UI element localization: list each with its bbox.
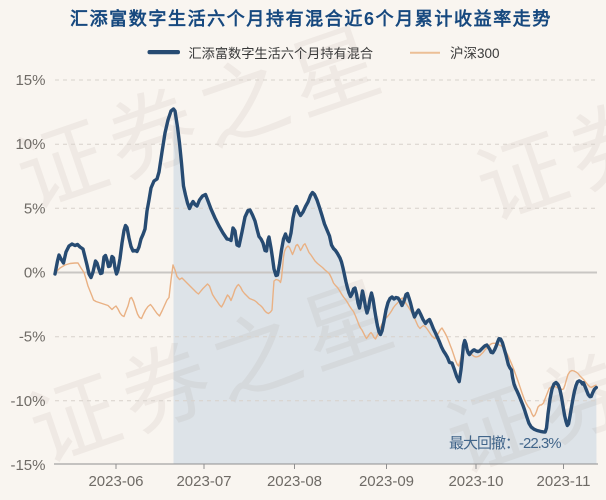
- svg-text:最大回撤：-22.3%: 最大回撤：-22.3%: [449, 435, 561, 452]
- svg-text:2023-10: 2023-10: [448, 473, 503, 490]
- svg-text:汇添富数字生活六个月持有混合: 汇添富数字生活六个月持有混合: [189, 45, 374, 61]
- svg-text:5%: 5%: [24, 200, 46, 217]
- svg-text:2023-08: 2023-08: [267, 473, 322, 490]
- svg-text:-5%: -5%: [19, 329, 46, 346]
- svg-text:汇添富数字生活六个月持有混合近6个月累计收益率走势: 汇添富数字生活六个月持有混合近6个月累计收益率走势: [70, 8, 552, 29]
- svg-text:-10%: -10%: [10, 393, 45, 410]
- svg-text:15%: 15%: [15, 72, 45, 89]
- svg-text:-15%: -15%: [10, 457, 45, 474]
- svg-text:沪深300: 沪深300: [450, 46, 500, 61]
- svg-text:0%: 0%: [24, 265, 46, 282]
- svg-text:2023-06: 2023-06: [88, 473, 143, 490]
- svg-text:2023-09: 2023-09: [359, 473, 414, 490]
- svg-text:2023-07: 2023-07: [176, 473, 231, 490]
- svg-text:10%: 10%: [15, 136, 45, 153]
- svg-text:2023-11: 2023-11: [537, 473, 591, 490]
